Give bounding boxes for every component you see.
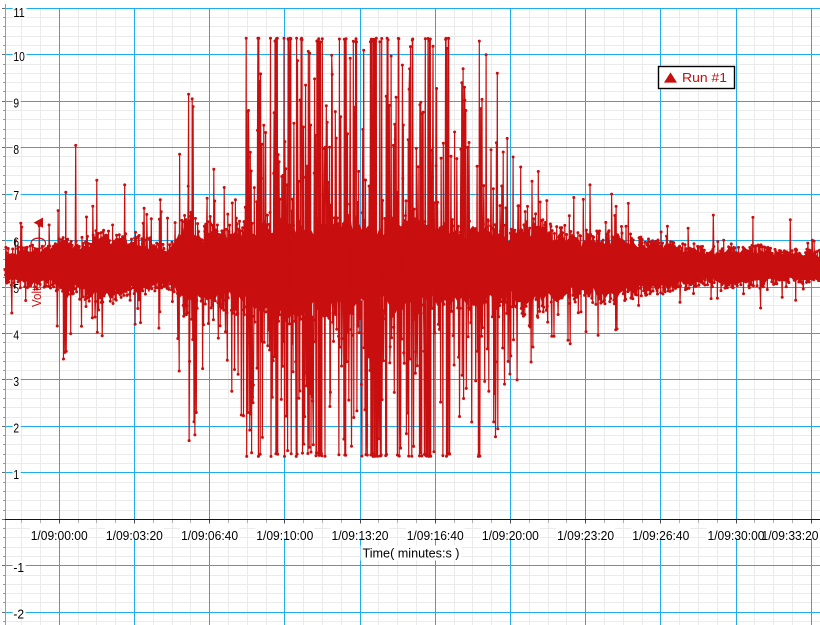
svg-text:1/09:03:20: 1/09:03:20 [106,528,163,543]
svg-text:4: 4 [13,328,19,343]
svg-text:5: 5 [13,281,19,296]
svg-text:1/09:10:00: 1/09:10:00 [256,528,313,543]
svg-text:10: 10 [13,49,24,64]
svg-text:1/09:16:40: 1/09:16:40 [407,528,464,543]
svg-text:9: 9 [13,95,19,110]
svg-text:3: 3 [13,374,19,389]
svg-text:1/09:06:40: 1/09:06:40 [181,528,238,543]
svg-text:Time( minutes:s ): Time( minutes:s ) [363,545,460,560]
svg-text:11: 11 [13,5,24,20]
svg-text:1/09:33:20: 1/09:33:20 [762,528,819,543]
svg-text:Run #1: Run #1 [682,70,727,85]
svg-text:7: 7 [13,188,19,203]
svg-text:-1: -1 [13,560,24,575]
svg-text:1/09:13:20: 1/09:13:20 [332,528,389,543]
svg-text:1/09:26:40: 1/09:26:40 [632,528,689,543]
svg-text:1/09:00:00: 1/09:00:00 [31,528,88,543]
svg-text:-2: -2 [13,606,24,621]
svg-text:2: 2 [13,421,19,436]
svg-text:1/09:30:00: 1/09:30:00 [708,528,765,543]
svg-text:Volts: Volts [29,282,44,307]
svg-text:6: 6 [13,235,19,250]
svg-text:1/09:23:20: 1/09:23:20 [557,528,614,543]
svg-text:1: 1 [13,467,19,482]
svg-text:8: 8 [13,142,19,157]
svg-text:1/09:20:00: 1/09:20:00 [482,528,539,543]
